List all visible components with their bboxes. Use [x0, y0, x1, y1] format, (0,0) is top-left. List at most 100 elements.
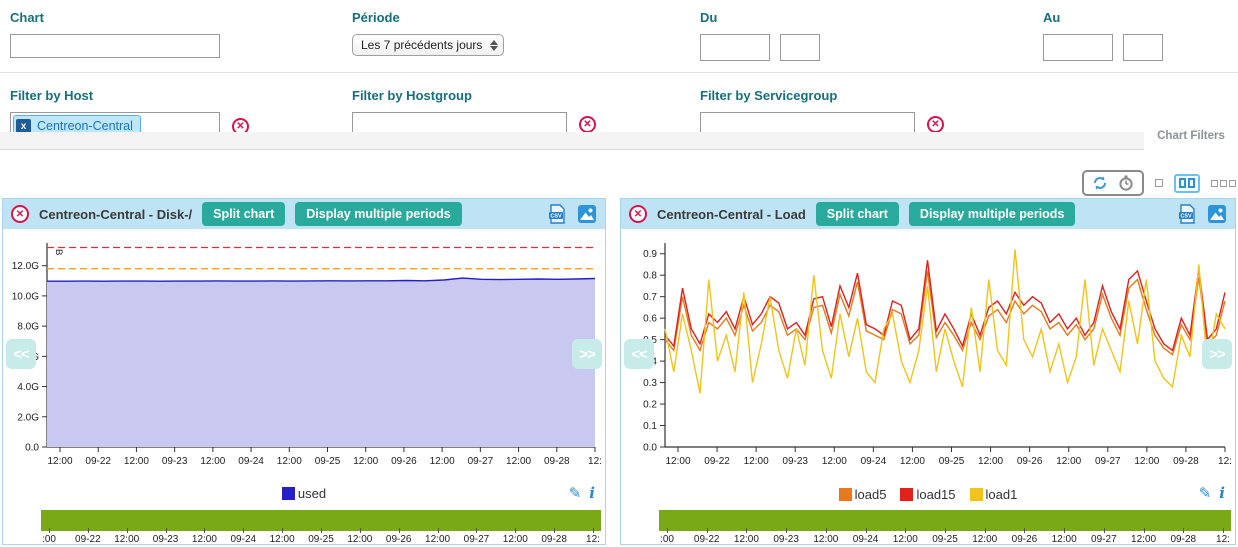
layout-one-column-icon[interactable] [1155, 179, 1163, 187]
edit-chart-icon[interactable]: ✎ [568, 485, 582, 502]
svg-text:12:00: 12:00 [744, 456, 769, 467]
svg-text:09-26: 09-26 [391, 456, 417, 467]
timeline-tick-label: 09-26 [1011, 534, 1038, 545]
disk-chart-title: Centreon-Central - Disk-/ [39, 206, 193, 222]
scroll-forward-button[interactable]: >> [1202, 339, 1232, 369]
svg-text:09-28: 09-28 [544, 456, 570, 467]
svg-text:0.3: 0.3 [643, 378, 657, 389]
timeline-tick-label: 12:00 [733, 534, 759, 545]
hostgroup-filter-group: Filter by Hostgroup ✕ [352, 88, 596, 136]
timeline-tick-label: 12:00 [425, 534, 451, 545]
svg-text:09-27: 09-27 [468, 456, 494, 467]
scroll-back-button[interactable]: << [624, 339, 654, 369]
form-bottom-strip [0, 132, 1238, 150]
svg-text:09-27: 09-27 [1095, 456, 1121, 467]
au-time-input[interactable] [1123, 34, 1164, 61]
svg-text:12:00: 12:00 [1056, 456, 1081, 467]
chip-remove-icon[interactable]: x [16, 118, 31, 134]
svg-text:12:00: 12:00 [47, 456, 72, 467]
svg-text:12:00: 12:00 [1134, 456, 1159, 467]
refresh-icon[interactable] [1092, 175, 1108, 191]
load-timeline: :00 09-22 12:00 09-23 12:00 09-24 12:00 09-25 12… [659, 510, 1231, 547]
host-filter-label: Filter by Host [10, 88, 94, 103]
legend-item-load15[interactable]: load15 [900, 487, 956, 502]
periode-field-group: Période Les 7 précédents jours [352, 10, 504, 56]
timeline-tick-label: 12:00 [1131, 534, 1157, 545]
timeline-tick-label: 12:00 [502, 534, 528, 545]
svg-text:0.7: 0.7 [643, 292, 657, 303]
clear-servicegroup-filter-icon[interactable]: ✕ [927, 115, 944, 133]
timeline-tick-label: 09-25 [308, 534, 334, 545]
used-color-swatch [281, 486, 295, 500]
load-chart-panel: ✕ Centreon-Central - Load Split chart Di… [620, 198, 1236, 545]
clear-hostgroup-filter-icon[interactable]: ✕ [579, 115, 596, 133]
au-field-group: Au [1043, 10, 1164, 61]
export-image-icon[interactable] [577, 204, 597, 224]
svg-text:12:00: 12:00 [200, 456, 225, 467]
svg-text:0.6: 0.6 [643, 314, 657, 325]
timeline-tick-label: :00 [660, 534, 674, 545]
svg-text:09-25: 09-25 [939, 456, 965, 467]
svg-text:12:: 12: [588, 456, 601, 467]
du-time-input[interactable] [780, 34, 821, 61]
display-multiple-periods-button[interactable]: Display multiple periods [295, 202, 462, 226]
svg-text:12:00: 12:00 [430, 456, 455, 467]
disk-chart-legend: used ✎ i [3, 482, 605, 506]
svg-text:12:00: 12:00 [277, 456, 302, 467]
legend-item-used[interactable]: used [281, 486, 326, 501]
svg-text:09-25: 09-25 [315, 456, 341, 467]
load-chart-title: Centreon-Central - Load [657, 206, 806, 222]
timeline-tick-label: 12:00 [114, 534, 140, 545]
legend-item-load1[interactable]: load1 [969, 487, 1017, 502]
timeline-tick-label: 12:00 [191, 534, 217, 545]
svg-text:4.0G: 4.0G [17, 382, 39, 393]
display-multiple-periods-button[interactable]: Display multiple periods [908, 202, 1076, 226]
edit-chart-icon[interactable]: ✎ [1198, 485, 1212, 502]
clock-icon[interactable] [1118, 175, 1134, 191]
timeline-tick-label: :00 [42, 534, 56, 545]
split-chart-button[interactable]: Split chart [202, 202, 286, 226]
du-date-input[interactable] [700, 34, 770, 61]
timeline-ok-bar[interactable] [659, 510, 1231, 531]
export-csv-icon[interactable]: CSV [547, 204, 567, 224]
close-chart-icon[interactable]: ✕ [11, 205, 29, 223]
host-chip-label: Centreon-Central [37, 119, 133, 133]
timeline-tick-label: 09-26 [385, 534, 412, 545]
servicegroup-filter-label: Filter by Servicegroup [700, 88, 838, 103]
svg-text:09-24: 09-24 [861, 456, 887, 467]
disk-panel-header: ✕ Centreon-Central - Disk-/ Split chart … [3, 199, 605, 229]
export-csv-icon[interactable]: CSV [1177, 204, 1197, 224]
svg-text:09-26: 09-26 [1017, 456, 1043, 467]
load-chart-area: 0.00.10.20.30.40.50.60.70.80.912:0009-22… [621, 233, 1235, 482]
timeline-axis-labels: :00 09-22 12:00 09-23 12:00 09-24 12:00 09-25 12… [41, 528, 601, 547]
load15-color-swatch [900, 487, 914, 501]
svg-text:0.1: 0.1 [643, 421, 657, 432]
disk-usage-chart: 0.02.0G4.0G6.0G8.0G10.0G12.0G12:0009-221… [12, 243, 602, 467]
chart-filters-tab[interactable]: Chart Filters [1144, 123, 1238, 150]
chart-info-icon[interactable]: i [1219, 484, 1225, 502]
timeline-tick-label: 09-24 [852, 534, 879, 545]
timeline-tick-label: 09-24 [230, 534, 257, 545]
chart-info-icon[interactable]: i [589, 484, 595, 502]
svg-text:09-23: 09-23 [782, 456, 808, 467]
layout-two-columns-icon[interactable] [1174, 173, 1200, 193]
periode-select[interactable]: Les 7 précédents jours [352, 34, 504, 56]
layout-three-columns-icon[interactable] [1211, 179, 1236, 187]
legend-item-load5[interactable]: load5 [838, 487, 886, 502]
svg-text:09-23: 09-23 [162, 456, 188, 467]
scroll-back-button[interactable]: << [6, 339, 36, 369]
svg-text:12:00: 12:00 [822, 456, 847, 467]
load-chart-legend: load5 load15 load1 ✎ i [621, 482, 1235, 506]
export-image-icon[interactable] [1207, 204, 1227, 224]
svg-text:09-24: 09-24 [238, 456, 264, 467]
timeline-tick-label: 12:00 [892, 534, 918, 545]
au-date-input[interactable] [1043, 34, 1113, 61]
close-chart-icon[interactable]: ✕ [629, 205, 647, 223]
load1-color-swatch [969, 487, 983, 501]
timeline-ok-bar[interactable] [41, 510, 601, 531]
chart-search-input[interactable] [10, 34, 220, 58]
scroll-forward-button[interactable]: >> [572, 339, 602, 369]
timeline-tick-label: 12:00 [347, 534, 373, 545]
split-chart-button[interactable]: Split chart [815, 202, 899, 226]
hostgroup-filter-label: Filter by Hostgroup [352, 88, 472, 103]
